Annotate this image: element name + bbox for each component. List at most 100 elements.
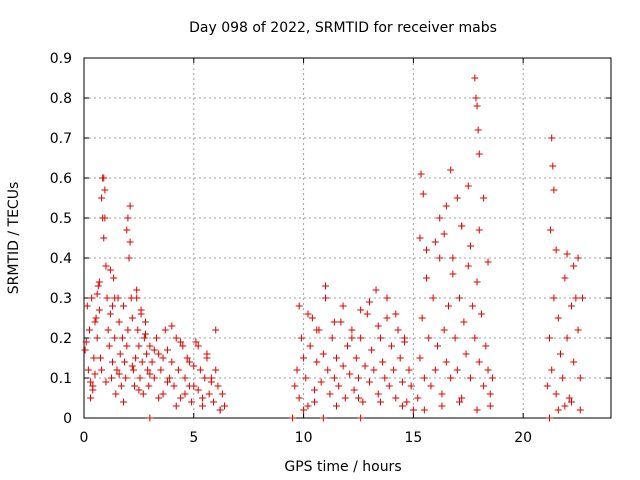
data-point <box>115 370 123 378</box>
data-point <box>552 246 560 254</box>
data-point <box>100 234 108 242</box>
data-point <box>462 350 470 358</box>
data-point <box>376 398 384 406</box>
data-point <box>135 386 143 394</box>
data-point <box>403 398 411 406</box>
data-point <box>212 366 220 374</box>
data-point <box>148 358 156 366</box>
data-point <box>549 162 557 170</box>
data-point <box>556 350 564 358</box>
data-point <box>137 306 145 314</box>
data-point <box>126 238 134 246</box>
data-point <box>183 354 191 362</box>
data-point <box>578 294 586 302</box>
data-point <box>107 374 115 382</box>
data-point <box>192 338 200 346</box>
data-point <box>98 194 106 202</box>
data-point <box>322 282 330 290</box>
data-point <box>344 342 351 350</box>
data-point <box>95 306 103 314</box>
data-point <box>475 150 483 158</box>
data-point <box>442 202 450 210</box>
data-point <box>436 214 444 222</box>
data-point <box>190 382 198 390</box>
data-point <box>480 382 488 390</box>
data-point <box>416 354 424 362</box>
data-point <box>163 378 171 386</box>
data-point <box>546 414 554 422</box>
data-point <box>170 382 178 390</box>
data-point <box>159 354 167 362</box>
data-point <box>221 402 229 410</box>
data-point <box>475 358 483 366</box>
data-point <box>179 342 187 350</box>
data-point <box>177 394 185 402</box>
data-point <box>561 274 569 282</box>
y-tick-label: 0 <box>63 411 72 427</box>
data-point <box>449 254 457 262</box>
data-point <box>405 366 413 374</box>
data-point <box>293 366 301 374</box>
data-point <box>289 414 297 422</box>
data-point <box>188 398 196 406</box>
data-point <box>475 226 483 234</box>
data-point <box>442 358 450 366</box>
data-point <box>398 378 406 386</box>
data-point <box>552 390 560 398</box>
data-point <box>572 294 580 302</box>
data-point <box>311 386 319 394</box>
data-point <box>93 290 101 298</box>
data-point <box>104 326 112 334</box>
data-point <box>348 326 356 334</box>
data-point <box>484 366 492 374</box>
data-point <box>105 342 113 350</box>
data-point <box>140 334 148 342</box>
data-point <box>111 294 119 302</box>
data-point <box>92 314 100 322</box>
data-point <box>174 366 182 374</box>
data-point <box>396 354 404 362</box>
data-point <box>122 374 130 382</box>
data-point <box>134 326 142 334</box>
axis-ticks: 0 0.1 0.2 0.3 0.4 0.5 0.6 0.7 0.8 0.9 0 5 10 15 20 <box>50 51 611 446</box>
data-point <box>576 406 584 414</box>
data-point <box>354 374 362 382</box>
data-point <box>455 398 463 406</box>
data-point <box>163 346 171 354</box>
data-point <box>559 374 567 382</box>
data-point <box>335 382 343 390</box>
data-point <box>317 378 325 386</box>
data-point <box>308 314 316 322</box>
data-point <box>116 350 124 358</box>
data-point <box>471 74 479 82</box>
data-point <box>381 374 389 382</box>
y-tick-label: 0.5 <box>50 211 72 227</box>
data-point <box>486 390 494 398</box>
data-point <box>155 350 163 358</box>
data-point <box>111 334 119 342</box>
data-point <box>383 294 391 302</box>
data-point <box>361 362 369 370</box>
data-point <box>172 334 180 342</box>
data-point <box>146 414 154 422</box>
data-point <box>436 254 444 262</box>
data-point <box>172 402 180 410</box>
data-point <box>185 358 193 366</box>
data-point <box>120 302 128 310</box>
data-point <box>141 330 149 338</box>
data-point <box>357 306 365 314</box>
data-point <box>407 382 415 390</box>
data-point <box>168 358 176 366</box>
data-point <box>447 166 455 174</box>
data-point <box>418 314 426 322</box>
data-point <box>146 342 154 350</box>
data-point <box>570 358 578 366</box>
data-point <box>425 334 433 342</box>
data-point <box>139 390 147 398</box>
data-point <box>145 382 153 390</box>
data-point <box>93 334 101 342</box>
data-point <box>291 382 299 390</box>
data-point <box>392 394 400 402</box>
data-point <box>477 310 485 318</box>
data-point <box>328 334 336 342</box>
